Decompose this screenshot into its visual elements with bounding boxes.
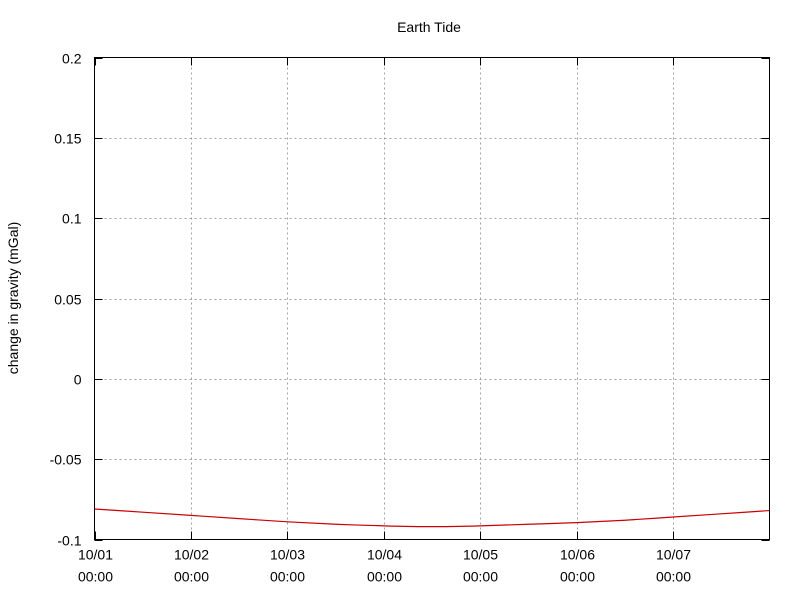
- chart-title: Earth Tide: [397, 19, 461, 35]
- series-layer: [94, 508, 770, 528]
- x-tick-label-date: 10/04: [367, 547, 402, 563]
- x-tick-label-date: 10/02: [174, 547, 209, 563]
- y-tick-label: 0.2: [62, 51, 82, 67]
- y-tick-label: -0.1: [57, 533, 81, 549]
- y-tick-label: 0.1: [62, 211, 82, 227]
- x-tick-label-time: 00:00: [367, 569, 402, 585]
- x-tick-label-date: 10/01: [78, 547, 113, 563]
- y-tick-label: -0.05: [50, 452, 82, 468]
- x-tick-label-time: 00:00: [174, 569, 209, 585]
- plot-frame: [94, 57, 770, 540]
- series-line: [94, 508, 770, 528]
- y-tick-label: 0.05: [54, 292, 81, 308]
- x-tick-label-time: 00:00: [78, 569, 113, 585]
- y-tick-labels: -0.1 -0.05 0 0.05 0.1 0.15 0.2: [50, 51, 82, 549]
- x-tick-label-time: 00:00: [270, 569, 305, 585]
- x-tick-label-time: 00:00: [560, 569, 595, 585]
- x-tick-label-time: 00:00: [656, 569, 691, 585]
- grid-lines: [94, 57, 770, 540]
- y-axis-label: change in gravity (mGal): [5, 222, 21, 375]
- axis-ticks: [94, 57, 770, 541]
- x-tick-label-date: 10/07: [656, 547, 691, 563]
- x-tick-label-date: 10/06: [560, 547, 595, 563]
- x-tick-label-date: 10/03: [270, 547, 305, 563]
- x-tick-labels: 10/01 00:00 10/02 00:00 10/03 00:00 10/04 00:00…: [78, 547, 691, 585]
- x-tick-label-date: 10/05: [463, 547, 498, 563]
- x-tick-label-time: 00:00: [463, 569, 498, 585]
- y-tick-label: 0.15: [54, 131, 81, 147]
- y-tick-label: 0: [74, 372, 82, 388]
